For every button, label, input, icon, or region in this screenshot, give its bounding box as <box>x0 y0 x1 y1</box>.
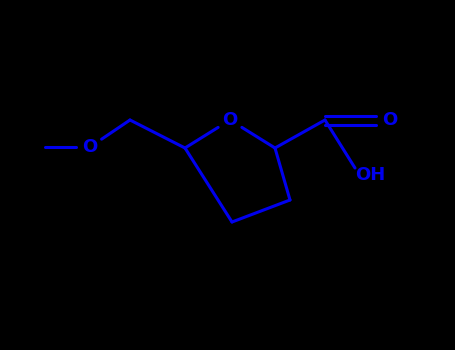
Text: OH: OH <box>355 166 385 184</box>
Text: O: O <box>382 111 398 129</box>
Text: O: O <box>82 138 98 156</box>
Text: O: O <box>222 111 238 129</box>
